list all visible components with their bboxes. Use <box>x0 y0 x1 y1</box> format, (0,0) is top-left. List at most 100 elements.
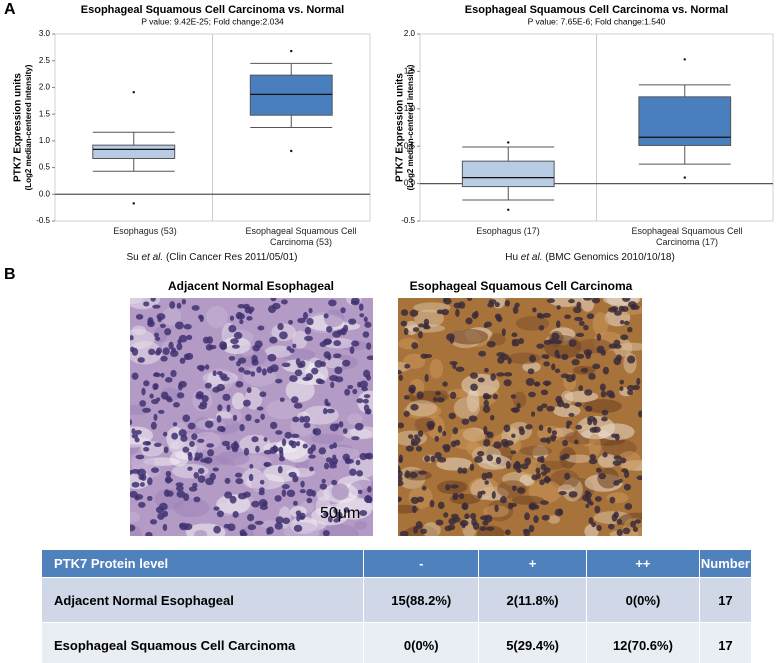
nucleus <box>281 362 291 368</box>
nucleus <box>175 482 184 487</box>
nucleus <box>512 306 519 314</box>
texture <box>265 399 301 420</box>
nucleus <box>168 341 174 350</box>
y-tick-label: 2.5 <box>39 56 51 65</box>
nucleus <box>243 491 251 498</box>
texture <box>347 413 363 425</box>
nucleus <box>412 327 420 333</box>
nucleus <box>511 485 517 491</box>
nucleus <box>398 476 403 482</box>
nucleus <box>538 424 544 431</box>
nucleus <box>446 333 455 342</box>
nucleus <box>198 452 203 459</box>
nucleus <box>149 393 154 399</box>
nucleus <box>331 479 338 486</box>
nucleus <box>322 530 330 536</box>
nucleus <box>281 484 290 490</box>
nucleus <box>323 462 330 470</box>
nucleus <box>531 474 539 481</box>
nucleus <box>580 367 589 373</box>
nucleus <box>511 433 516 439</box>
nucleus <box>334 376 344 383</box>
source-etal: et al. <box>141 252 164 263</box>
nucleus <box>427 423 435 431</box>
nucleus <box>237 304 245 309</box>
nucleus <box>474 456 483 463</box>
texture <box>449 328 489 345</box>
nucleus <box>430 455 436 463</box>
nucleus <box>423 354 433 359</box>
nucleus <box>363 316 368 323</box>
nucleus <box>286 489 296 498</box>
histology-image <box>398 298 642 536</box>
nucleus <box>217 404 223 412</box>
source: Hu et al. (BMC Genomics 2010/10/18) <box>410 252 770 263</box>
nucleus <box>607 307 617 313</box>
nucleus <box>601 409 609 416</box>
nucleus <box>278 446 284 454</box>
nucleus <box>176 392 185 399</box>
nucleus <box>623 320 630 326</box>
cell: 17 <box>699 577 753 623</box>
nucleus <box>187 422 196 430</box>
nucleus <box>484 367 489 373</box>
nucleus <box>150 298 156 302</box>
nucleus <box>632 526 638 533</box>
nucleus <box>323 511 329 517</box>
nucleus <box>351 340 360 347</box>
nucleus <box>194 452 200 461</box>
nucleus <box>483 394 492 400</box>
texture <box>497 480 527 499</box>
nucleus <box>304 326 312 335</box>
nucleus <box>216 383 225 392</box>
nucleus <box>500 496 507 504</box>
nucleus <box>341 359 351 367</box>
nucleus <box>204 382 212 389</box>
nucleus <box>293 524 303 532</box>
source: Su et al. (Clin Cancer Res 2011/05/01) <box>32 252 392 263</box>
nucleus <box>525 378 535 386</box>
nucleus <box>541 354 547 359</box>
nucleus <box>421 485 427 491</box>
nucleus <box>630 520 636 528</box>
nucleus <box>450 513 459 519</box>
nucleus <box>160 355 168 362</box>
nucleus <box>434 435 439 442</box>
nucleus <box>398 497 402 503</box>
box <box>92 144 176 159</box>
nucleus <box>191 433 198 440</box>
box <box>638 96 732 146</box>
nucleus <box>281 489 287 497</box>
nucleus <box>212 467 219 472</box>
nucleus <box>148 348 156 356</box>
nucleus <box>153 383 159 390</box>
nucleus <box>207 449 215 457</box>
nucleus <box>414 436 421 444</box>
texture <box>581 298 595 312</box>
texture <box>192 431 221 450</box>
nucleus <box>536 343 545 349</box>
nucleus <box>272 446 279 453</box>
nucleus <box>557 508 563 515</box>
nucleus <box>235 478 244 485</box>
nucleus <box>277 323 284 331</box>
nucleus <box>492 393 499 400</box>
nucleus <box>409 471 418 479</box>
nucleus <box>163 446 169 454</box>
nucleus <box>469 372 478 379</box>
nucleus <box>496 372 505 377</box>
y-axis-label: PTK7 Expression units <box>395 73 406 182</box>
nucleus <box>147 317 154 325</box>
nucleus <box>176 302 182 309</box>
nucleus <box>594 496 602 502</box>
nucleus <box>510 502 517 508</box>
nucleus <box>622 298 631 302</box>
outlier <box>507 208 510 211</box>
nucleus <box>434 451 442 459</box>
nucleus <box>356 398 364 404</box>
nucleus <box>540 500 549 505</box>
outlier <box>683 58 686 61</box>
nucleus <box>306 317 314 326</box>
box <box>461 160 555 188</box>
nucleus <box>274 522 283 530</box>
